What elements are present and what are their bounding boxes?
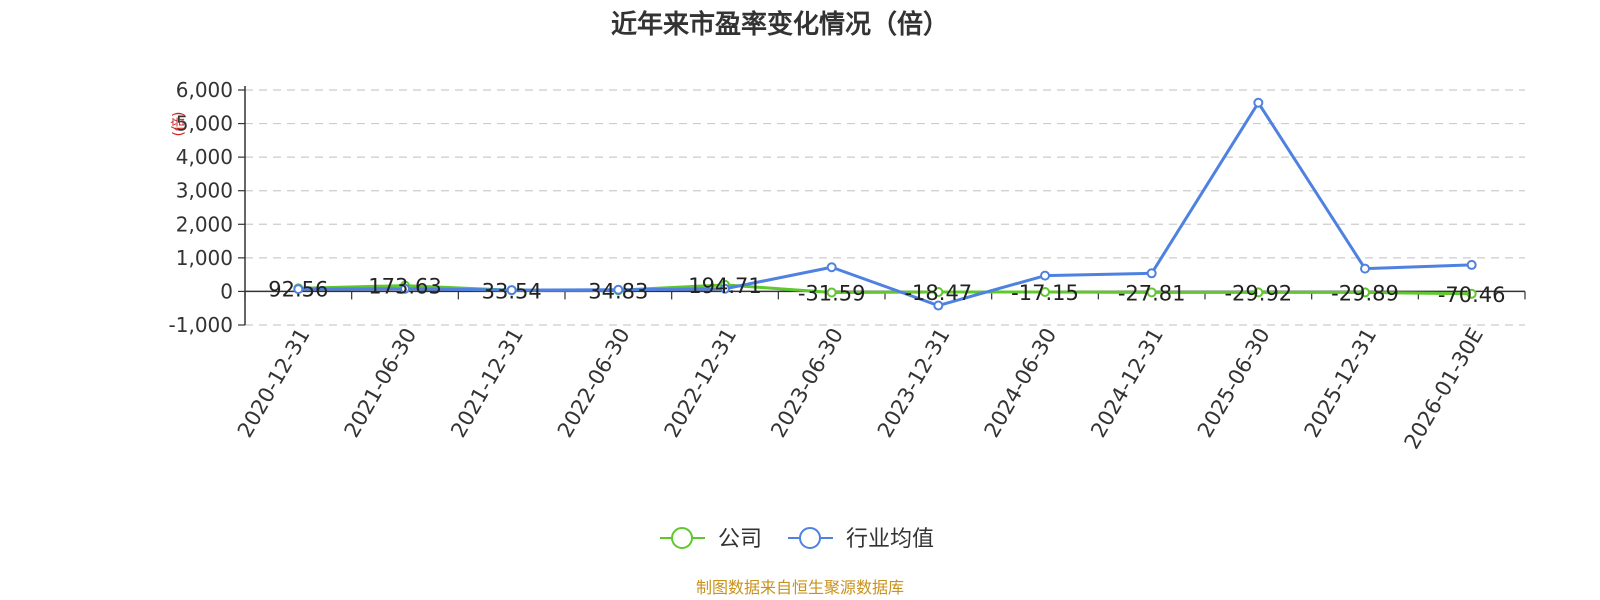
data-point-industry-average[interactable]: [293, 284, 304, 295]
x-tick-label: 2023-06-30: [766, 324, 848, 442]
x-tick-label: 2024-06-30: [980, 324, 1062, 442]
legend-item-company[interactable]: 公司: [660, 527, 762, 552]
data-point-industry-average[interactable]: [1146, 268, 1157, 279]
data-point-company[interactable]: [933, 287, 944, 298]
y-tick-label: 2,000: [176, 212, 233, 236]
data-label: -29.89: [1331, 281, 1399, 305]
y-tick-label: 1,000: [176, 246, 233, 270]
data-label: 34.83: [588, 279, 648, 303]
series-line-industry-average: [298, 101, 1472, 308]
x-tick-label: 2023-12-31: [873, 324, 955, 442]
y-tick-label: 5,000: [176, 112, 233, 136]
data-point-industry-average[interactable]: [400, 283, 410, 294]
legend[interactable]: 公司 行业均值: [660, 527, 934, 552]
data-label: -27.81: [1118, 281, 1186, 305]
data-point-industry-average[interactable]: [506, 285, 517, 296]
series-lines: [293, 97, 1477, 311]
data-labels: 92.56 173.63 33.54 34.83 194.71 -31.59 -18.47 -…: [268, 274, 1505, 307]
legend-item-industry-average[interactable]: 行业均值: [788, 527, 934, 552]
data-point-industry-average[interactable]: [613, 284, 624, 295]
data-point-industry-average[interactable]: [1360, 263, 1370, 274]
data-point-industry-average[interactable]: [826, 262, 837, 273]
x-tick-label: 2024-12-31: [1086, 324, 1168, 442]
y-tick-label: 4,000: [176, 145, 233, 169]
y-tick-label: 6,000: [176, 78, 233, 102]
data-point-industry-average[interactable]: [933, 300, 944, 311]
x-tick-label: 2020-12-31: [233, 324, 315, 442]
x-tick-label: 2021-06-30: [340, 324, 422, 442]
data-point-company[interactable]: [1360, 287, 1370, 298]
x-axis: 2020-12-31 2021-06-30 2021-12-31 2022-06-30…: [233, 290, 1526, 453]
y-tick-label: -1,000: [169, 313, 233, 337]
y-axis: -1,000 0 1,000 2,000 3,000 4,000 5,000 6,000: [169, 78, 246, 337]
x-tick-label: 2026-01-30E: [1400, 324, 1488, 453]
legend-label-company: 公司: [718, 527, 762, 552]
chart-title: 近年来市盈率变化情况（倍）: [611, 9, 949, 40]
data-label: 92.56: [268, 277, 328, 301]
x-tick-label: 2025-06-30: [1193, 324, 1275, 442]
grid-lines: [245, 89, 1525, 326]
x-tick-label: 2022-06-30: [553, 324, 635, 442]
data-label: 33.54: [482, 279, 542, 303]
data-label: -29.92: [1224, 281, 1292, 305]
data-point-industry-average[interactable]: [1040, 270, 1050, 281]
data-label: -31.59: [798, 281, 866, 305]
data-source-note: 制图数据来自恒生聚源数据库: [696, 578, 904, 597]
data-point-industry-average[interactable]: [1466, 259, 1477, 270]
data-point-company[interactable]: [1040, 287, 1050, 298]
data-point-company[interactable]: [1146, 287, 1157, 298]
y-axis-label: (倍): [171, 112, 187, 137]
data-label: -18.47: [904, 281, 972, 305]
legend-label-industry-average: 行业均值: [846, 527, 934, 552]
data-label: -70.46: [1438, 283, 1506, 307]
data-label: 194.71: [688, 274, 761, 298]
y-tick-label: 3,000: [176, 179, 233, 203]
data-point-company[interactable]: [1253, 287, 1264, 298]
x-tick-label: 2025-12-31: [1300, 324, 1382, 442]
data-point-company[interactable]: [826, 287, 837, 298]
x-tick-label: 2021-12-31: [446, 324, 528, 442]
data-label: 173.63: [368, 275, 441, 299]
data-point-industry-average[interactable]: [720, 283, 730, 294]
y-tick-label: 0: [220, 279, 233, 303]
data-point-industry-average[interactable]: [1253, 97, 1264, 108]
data-point-company[interactable]: [1466, 288, 1477, 299]
x-tick-label: 2022-12-31: [660, 324, 742, 442]
data-label: -17.15: [1011, 281, 1079, 305]
